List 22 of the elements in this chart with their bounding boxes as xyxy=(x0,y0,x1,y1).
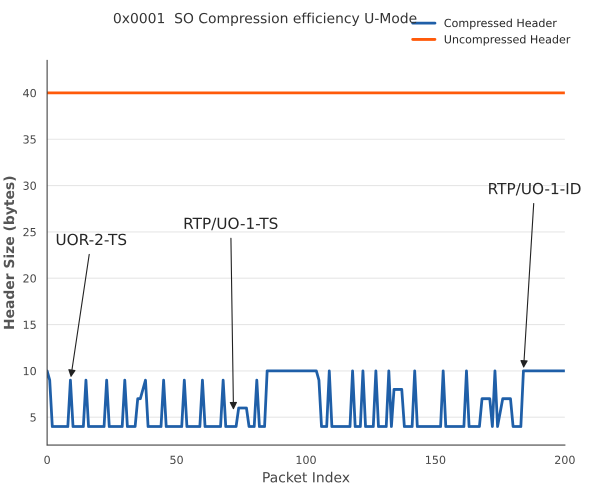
y-tick-label: 40 xyxy=(23,88,36,98)
chart-title: 0x0001 SO Compression efficiency U-Mode xyxy=(114,12,416,26)
legend-label: Uncompressed Header xyxy=(444,34,570,46)
x-tick-label: 100 xyxy=(296,456,316,464)
annotation: RTP/UO-1-ID xyxy=(489,182,581,196)
y-tick-label: 25 xyxy=(23,228,36,236)
annotation: RTP/UO-1-TS xyxy=(184,218,278,230)
x-tick-label: 0 xyxy=(44,456,50,464)
y-tick-label: 5 xyxy=(30,413,36,422)
x-axis-title: Packet Index xyxy=(263,472,350,483)
y-tick-label: 20 xyxy=(23,274,36,283)
y-tick-label: 30 xyxy=(23,182,36,190)
y-tick-label: 15 xyxy=(24,320,36,329)
y-tick-label: 35 xyxy=(23,135,36,144)
x-tick-label: 200 xyxy=(555,456,575,464)
y-tick-label: 10 xyxy=(24,366,36,376)
y-axis-title: Header Size (bytes) xyxy=(3,176,18,329)
legend-label: Compressed Header xyxy=(444,18,557,30)
x-tick-label: 150 xyxy=(426,456,446,464)
x-tick-label: 50 xyxy=(170,456,183,464)
annotation: UOR-2-TS xyxy=(56,234,126,246)
line-series xyxy=(47,370,565,428)
